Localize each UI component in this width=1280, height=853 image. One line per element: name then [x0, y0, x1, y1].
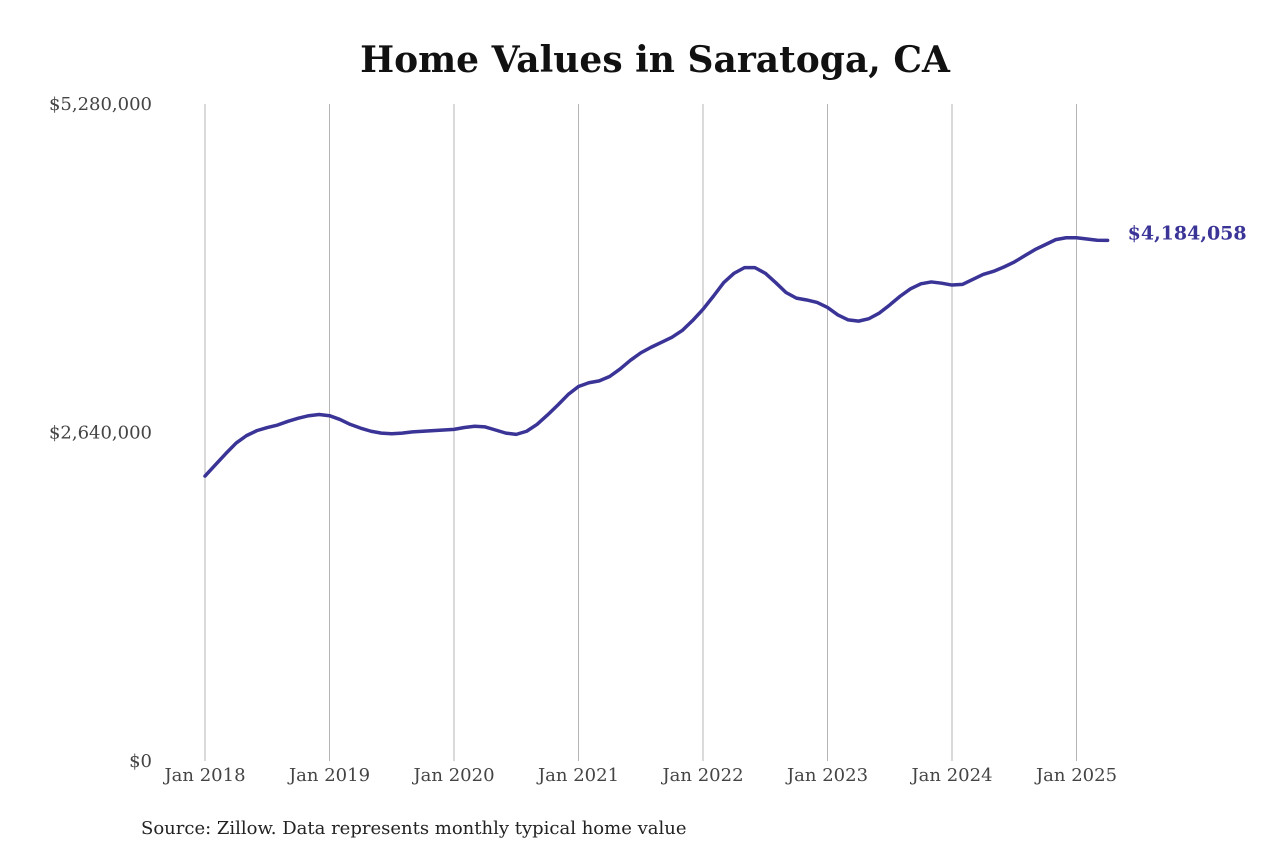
y-axis-tick-labels: $0 $2,640,000 $5,280,000: [49, 94, 152, 772]
x-tick-label: Jan 2019: [287, 765, 370, 786]
gridlines: [204, 104, 1077, 761]
y-tick-label: $0: [129, 751, 152, 772]
x-axis-tick-labels: Jan 2018 Jan 2019 Jan 2020 Jan 2021 Jan 2022…: [162, 765, 1117, 786]
series-layer: $4,184,058: [203, 222, 1247, 478]
x-tick-label: Jan 2018: [162, 765, 245, 786]
source-note: Source: Zillow. Data represents monthly …: [141, 818, 687, 839]
x-tick-label: Jan 2022: [660, 765, 743, 786]
x-tick-label: Jan 2024: [909, 765, 992, 786]
x-tick-label: Jan 2020: [411, 765, 494, 786]
chart-title: Home Values in Saratoga, CA: [360, 39, 951, 81]
y-tick-label: $5,280,000: [49, 94, 152, 115]
x-tick-label: Jan 2023: [785, 765, 868, 786]
x-tick-label: Jan 2025: [1034, 765, 1117, 786]
y-tick-label: $2,640,000: [49, 423, 152, 444]
latest-value-label: $4,184,058: [1128, 222, 1247, 244]
x-tick-label: Jan 2021: [536, 765, 619, 786]
home-value-series-line: [203, 236, 1110, 478]
